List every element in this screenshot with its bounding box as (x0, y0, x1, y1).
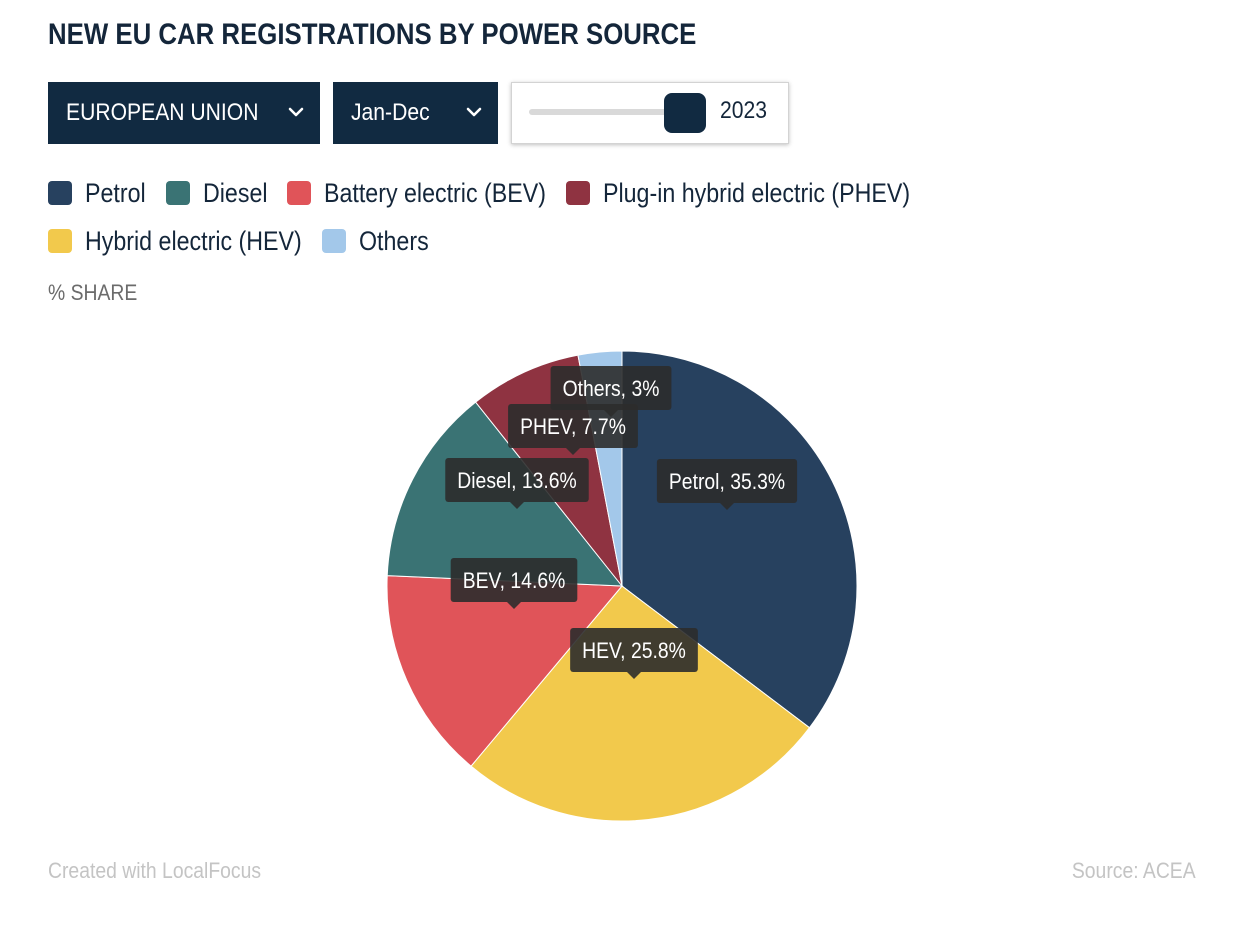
legend-item-hybrid-electric[interactable]: Hybrid electric (HEV) (48, 226, 302, 256)
legend-item-diesel[interactable]: Diesel (165, 177, 268, 208)
data-label-pointer (604, 410, 618, 417)
data-label-pointer (507, 602, 521, 609)
legend-swatch (566, 181, 591, 205)
legend-swatch (48, 181, 72, 205)
legend-item-plug-in-hybrid-electric[interactable]: Plug-in hybrid electric (PHEV) (566, 178, 910, 208)
period-dropdown-label: Jan-Dec (351, 99, 430, 126)
pie-slice-hybrid-electric[interactable] (470, 585, 811, 822)
chart-title: NEW EU CAR REGISTRATIONS BY POWER SOURCE (48, 18, 697, 51)
data-label-text: Diesel, 13.6% (457, 469, 576, 493)
unit-label: % SHARE (48, 280, 138, 305)
data-label-petrol: Petrol, 35.3% (656, 459, 798, 510)
data-label-box (570, 628, 698, 672)
year-slider-handle[interactable] (664, 93, 706, 133)
source-text: Source: ACEA (1072, 858, 1196, 883)
legend-label: Diesel (202, 177, 268, 208)
region-dropdown[interactable]: EUROPEAN UNION (48, 82, 320, 144)
data-label-box (508, 404, 638, 448)
data-label-pointer (566, 448, 580, 455)
filter-controls: EUROPEAN UNION Jan-Dec 2023 (48, 82, 789, 144)
data-label-box (450, 558, 578, 602)
data-label-others: Others, 3% (550, 366, 672, 417)
pie-slice-battery-electric[interactable] (386, 575, 624, 767)
legend-label: Plug-in hybrid electric (PHEV) (603, 177, 911, 208)
legend-swatch (321, 229, 346, 253)
data-label-text: Petrol, 35.3% (669, 470, 785, 494)
period-dropdown[interactable]: Jan-Dec (333, 82, 498, 144)
legend-swatch (287, 181, 312, 205)
year-slider-value: 2023 (720, 97, 767, 124)
data-label-text: HEV, 25.8% (582, 639, 686, 663)
legend-label: Hybrid electric (HEV) (85, 225, 302, 256)
data-label-box (550, 366, 672, 410)
legend-item-others[interactable]: Others (321, 225, 429, 256)
legend-label: Others (358, 225, 429, 256)
data-label-pointer (720, 503, 734, 510)
pie-slice-petrol[interactable] (621, 350, 858, 729)
data-label-hybrid-electric: HEV, 25.8% (570, 628, 698, 679)
year-slider-track[interactable] (529, 109, 701, 115)
data-label-diesel: Diesel, 13.6% (445, 458, 589, 509)
chevron-down-icon (466, 106, 482, 120)
legend-item-petrol[interactable]: Petrol (48, 178, 146, 208)
year-slider: 2023 (511, 82, 789, 144)
data-label-box (445, 458, 589, 502)
data-label-box (656, 459, 798, 503)
legend-label: Petrol (85, 177, 146, 208)
region-dropdown-label: EUROPEAN UNION (66, 99, 259, 126)
data-label-text: PHEV, 7.7% (520, 415, 626, 439)
legend-label: Battery electric (BEV) (324, 177, 547, 208)
legend-swatch (48, 229, 72, 253)
legend-swatch (165, 181, 190, 205)
data-label-battery-electric: BEV, 14.6% (450, 558, 578, 609)
data-label-text: Others, 3% (563, 377, 660, 401)
chart-legend: Petrol Diesel Battery electric (BEV) Plug-i… (48, 178, 1198, 256)
data-label-pointer (627, 672, 641, 679)
legend-item-battery-electric[interactable]: Battery electric (BEV) (287, 178, 546, 208)
chevron-down-icon (288, 106, 304, 120)
credit-text: Created with LocalFocus (48, 858, 262, 883)
data-label-pointer (510, 502, 524, 509)
data-label-text: BEV, 14.6% (463, 569, 566, 593)
data-label-plug-in-hybrid-electric: PHEV, 7.7% (508, 404, 638, 455)
